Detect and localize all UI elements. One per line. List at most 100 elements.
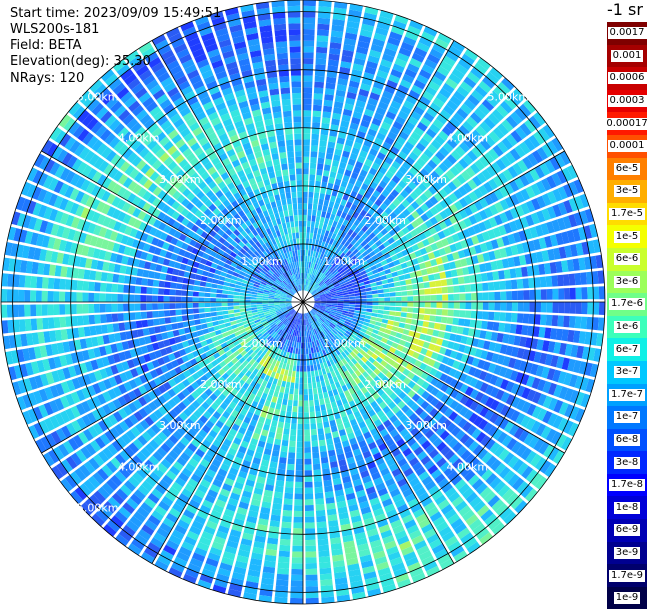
range-gate-cell: [277, 568, 289, 575]
range-gate-cell: [349, 294, 355, 297]
range-gate-cell: [182, 284, 188, 290]
range-gate-cell: [278, 422, 284, 429]
range-gate-cell: [315, 181, 321, 187]
range-gate-cell: [412, 284, 418, 290]
range-gate-cell: [454, 302, 460, 309]
range-gate-cell: [225, 278, 232, 283]
range-gate-cell: [413, 308, 419, 313]
range-gate-cell: [271, 515, 281, 522]
range-gate-cell: [48, 291, 54, 302]
range-gate-cell: [329, 378, 334, 385]
range-gate-cell: [500, 291, 506, 300]
range-gate-cell: [299, 383, 303, 389]
range-gate-cell: [245, 303, 251, 306]
range-gate-cell: [187, 291, 193, 296]
range-gate-cell: [424, 282, 430, 288]
range-gate-cell: [326, 438, 333, 445]
range-gate-cell: [338, 300, 344, 302]
range-gate-cell: [285, 481, 293, 487]
range-gate-cell: [303, 227, 306, 233]
range-gate-cell: [213, 274, 220, 279]
range-gate-cell: [390, 307, 396, 311]
range-gate-cell: [299, 401, 304, 407]
range-gate-cell: [321, 211, 326, 218]
range-gate-cell: [305, 250, 308, 256]
range-gate-cell: [315, 487, 324, 494]
range-gate-cell: [160, 273, 167, 280]
range-gate-cell: [371, 317, 377, 321]
range-gate-cell: [233, 295, 239, 298]
range-gate-cell: [107, 324, 114, 333]
range-gate-cell: [575, 273, 582, 285]
range-gate-cell: [323, 392, 328, 399]
range-gate-cell: [199, 292, 205, 297]
range-gate-cell: [371, 313, 377, 317]
range-gate-cell: [222, 290, 228, 294]
range-gate-cell: [541, 302, 547, 313]
range-gate-cell: [307, 360, 310, 366]
range-gate-cell: [279, 551, 290, 558]
range-gate-cell: [170, 282, 176, 288]
range-gate-cell: [309, 394, 314, 400]
range-gate-cell: [321, 457, 329, 464]
range-gate-cell: [477, 293, 483, 301]
range-gate-cell: [123, 285, 129, 293]
range-gate-cell: [318, 434, 325, 441]
range-gate-cell: [298, 418, 303, 424]
range-gate-cell: [257, 298, 263, 300]
range-gate-cell: [434, 323, 441, 330]
range-gate-cell: [146, 295, 152, 302]
range-gate-cell: [152, 311, 158, 318]
range-gate-cell: [240, 289, 246, 293]
range-gate-cell: [360, 292, 366, 295]
range-gate-cell: [419, 289, 425, 295]
range-gate-cell: [89, 315, 96, 325]
range-gate-cell: [435, 280, 442, 287]
range-gate-cell: [117, 294, 123, 302]
range-gate-cell: [176, 310, 182, 316]
range-gate-cell: [25, 319, 32, 331]
range-gate-cell: [448, 302, 454, 309]
range-gate-cell: [193, 292, 199, 297]
range-gate-cell: [401, 291, 407, 296]
range-gate-cell: [355, 296, 361, 299]
range-gate-cell: [441, 279, 448, 286]
range-gate-cell: [257, 295, 263, 298]
range-gate-cell: [234, 309, 240, 313]
range-gate-cell: [54, 278, 61, 289]
range-gate-cell: [305, 517, 315, 523]
range-gate-cell: [141, 278, 148, 286]
range-gate-cell: [129, 295, 135, 303]
range-gate-cell: [303, 337, 305, 343]
range-gate-cell: [164, 310, 170, 316]
range-gate-cell: [308, 203, 313, 209]
range-gate-cell: [494, 312, 500, 321]
range-gate-cell: [305, 511, 314, 517]
range-gate-cell: [284, 423, 290, 430]
range-gate-cell: [278, 562, 290, 569]
range-gate-cell: [129, 312, 135, 320]
range-gate-cell: [312, 446, 319, 452]
range-gate-cell: [286, 411, 292, 417]
range-gate-cell: [367, 295, 373, 298]
range-gate-cell: [216, 307, 222, 311]
range-gate-cell: [311, 221, 315, 227]
range-gate-cell: [106, 294, 112, 303]
range-gate-cell: [175, 297, 181, 303]
range-gate-cell: [442, 287, 448, 294]
range-gate-cell: [360, 308, 366, 311]
range-gate-cell: [320, 574, 332, 581]
range-gate-cell: [280, 539, 291, 546]
range-gate-cell: [219, 324, 226, 329]
range-gate-cell: [307, 371, 311, 377]
range-gate-cell: [222, 303, 228, 307]
range-gate-cell: [321, 381, 326, 388]
range-gate-cell: [393, 321, 400, 326]
range-gate-cell: [506, 291, 512, 300]
range-gate-cell: [228, 306, 234, 310]
range-gate-cell: [263, 296, 269, 298]
range-gate-cell: [106, 283, 112, 292]
range-gate-cell: [434, 273, 441, 280]
range-gate-cell: [430, 288, 436, 294]
range-gate-cell: [303, 52, 314, 58]
